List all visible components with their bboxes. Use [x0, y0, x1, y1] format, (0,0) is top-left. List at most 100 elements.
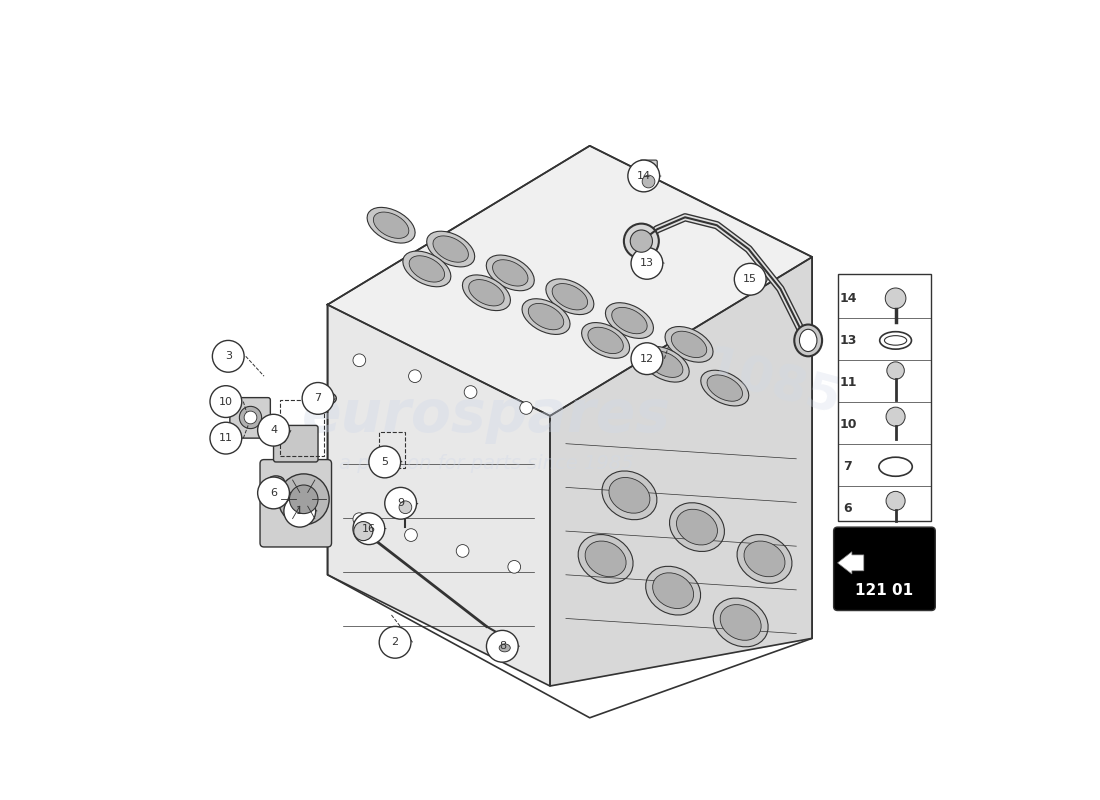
Circle shape	[353, 513, 365, 526]
Circle shape	[302, 382, 334, 414]
Circle shape	[456, 545, 469, 558]
Circle shape	[379, 626, 411, 658]
Ellipse shape	[496, 642, 514, 654]
Text: 11: 11	[219, 433, 233, 443]
Polygon shape	[550, 257, 812, 686]
Ellipse shape	[582, 322, 629, 358]
Ellipse shape	[652, 573, 694, 609]
Circle shape	[464, 386, 477, 398]
Ellipse shape	[433, 236, 469, 262]
Text: 13: 13	[640, 258, 653, 268]
Ellipse shape	[646, 566, 701, 615]
Text: 8: 8	[498, 642, 506, 651]
Circle shape	[631, 342, 663, 374]
Text: 1: 1	[296, 506, 304, 516]
Ellipse shape	[648, 351, 683, 378]
Ellipse shape	[605, 302, 653, 338]
Circle shape	[624, 224, 659, 258]
Text: 2: 2	[392, 638, 398, 647]
Ellipse shape	[469, 279, 504, 306]
Text: eurospares: eurospares	[301, 387, 671, 444]
Ellipse shape	[427, 231, 475, 267]
Circle shape	[628, 160, 660, 192]
Ellipse shape	[707, 375, 743, 402]
Text: 7: 7	[844, 460, 852, 474]
Text: 4: 4	[270, 425, 277, 435]
Ellipse shape	[794, 325, 822, 356]
Circle shape	[508, 561, 520, 573]
FancyBboxPatch shape	[260, 459, 331, 547]
Circle shape	[353, 354, 365, 366]
Circle shape	[210, 386, 242, 418]
Bar	[837, 274, 932, 521]
Text: 13: 13	[839, 334, 857, 347]
Ellipse shape	[403, 251, 451, 286]
Ellipse shape	[602, 471, 657, 520]
Text: 6: 6	[844, 502, 852, 515]
FancyArrow shape	[837, 552, 864, 574]
Circle shape	[385, 487, 417, 519]
Ellipse shape	[244, 411, 257, 424]
Circle shape	[631, 247, 663, 279]
Text: 15: 15	[744, 274, 757, 284]
Text: 10: 10	[839, 418, 857, 431]
Ellipse shape	[367, 207, 415, 243]
Ellipse shape	[641, 346, 690, 382]
FancyBboxPatch shape	[230, 398, 271, 438]
Ellipse shape	[737, 534, 792, 583]
Circle shape	[886, 288, 906, 309]
Circle shape	[887, 407, 905, 426]
Circle shape	[887, 362, 904, 379]
Circle shape	[408, 370, 421, 382]
Text: 14: 14	[839, 292, 857, 305]
Ellipse shape	[713, 598, 768, 647]
Text: 121 01: 121 01	[856, 583, 913, 598]
Circle shape	[284, 495, 316, 527]
Circle shape	[368, 446, 400, 478]
Circle shape	[257, 477, 289, 509]
Text: 14: 14	[637, 171, 651, 181]
Circle shape	[405, 529, 417, 542]
Ellipse shape	[546, 279, 594, 314]
Text: 12: 12	[640, 354, 654, 364]
Circle shape	[887, 491, 905, 510]
Ellipse shape	[720, 605, 761, 640]
Circle shape	[353, 513, 385, 545]
Circle shape	[642, 175, 654, 188]
Ellipse shape	[499, 644, 510, 652]
Circle shape	[399, 501, 411, 514]
Circle shape	[630, 230, 652, 252]
Ellipse shape	[609, 478, 650, 513]
Ellipse shape	[666, 326, 713, 362]
Ellipse shape	[462, 275, 510, 310]
Polygon shape	[328, 146, 812, 416]
Circle shape	[289, 485, 318, 514]
Circle shape	[212, 341, 244, 372]
Circle shape	[486, 630, 518, 662]
Ellipse shape	[670, 502, 725, 551]
Circle shape	[257, 414, 289, 446]
Circle shape	[278, 474, 329, 525]
Text: 1085: 1085	[698, 343, 846, 426]
FancyBboxPatch shape	[834, 527, 935, 610]
Ellipse shape	[409, 256, 444, 282]
Ellipse shape	[528, 303, 564, 330]
Ellipse shape	[676, 510, 717, 545]
Text: 9: 9	[397, 498, 404, 508]
Ellipse shape	[579, 534, 634, 583]
Circle shape	[735, 263, 766, 295]
Ellipse shape	[585, 541, 626, 577]
FancyBboxPatch shape	[274, 426, 318, 462]
Ellipse shape	[493, 260, 528, 286]
Text: 10: 10	[219, 397, 233, 406]
Ellipse shape	[552, 283, 587, 310]
Ellipse shape	[701, 370, 749, 406]
Text: 11: 11	[839, 376, 857, 389]
Polygon shape	[328, 305, 550, 686]
Text: 16: 16	[362, 524, 376, 534]
Ellipse shape	[240, 406, 262, 429]
Ellipse shape	[373, 212, 409, 238]
Text: a passion for parts since 1985: a passion for parts since 1985	[339, 454, 634, 473]
Ellipse shape	[486, 255, 535, 290]
Ellipse shape	[587, 327, 624, 354]
